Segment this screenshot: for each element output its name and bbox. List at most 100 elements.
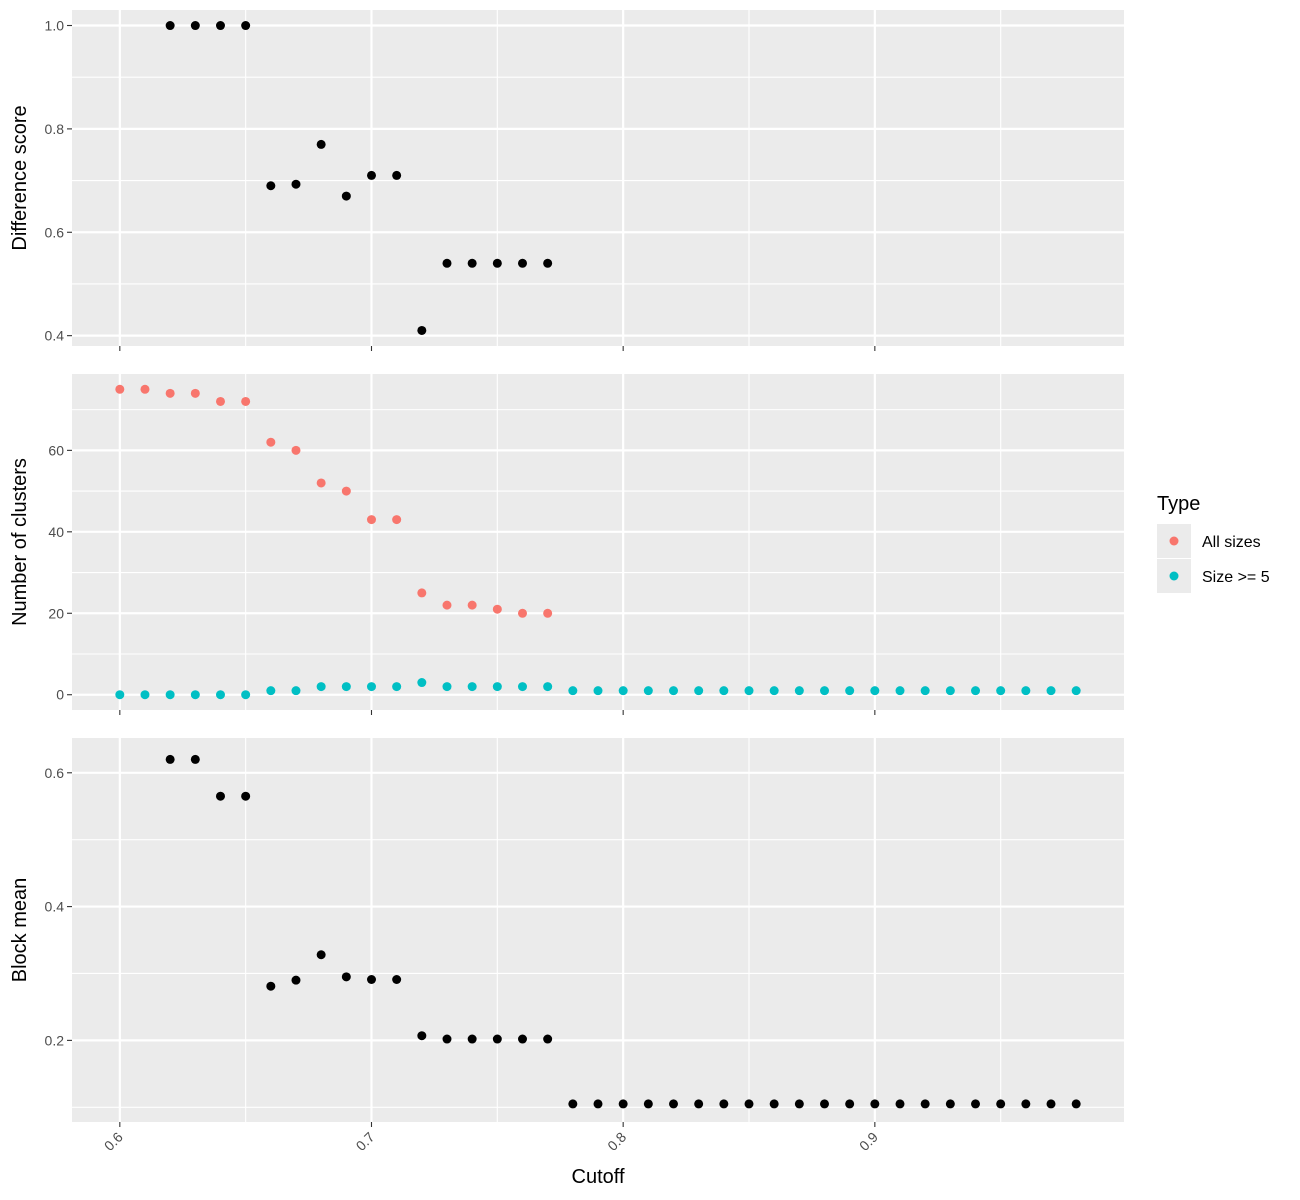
- data-point: [669, 1099, 679, 1109]
- x-tick-label: 0.8: [604, 1129, 629, 1154]
- point-size-ge-5: [744, 686, 754, 696]
- point-size-ge-5: [945, 686, 955, 696]
- data-point: [1046, 1099, 1056, 1109]
- point-size-ge-5: [215, 690, 225, 700]
- point-size-ge-5: [769, 686, 779, 696]
- data-point: [971, 1099, 981, 1109]
- y-tick-label: 0: [56, 687, 64, 703]
- point-size-ge-5: [593, 686, 603, 696]
- data-point: [618, 1099, 628, 1109]
- y-tick-label: 1.0: [45, 18, 65, 34]
- data-point: [215, 791, 225, 801]
- data-point: [996, 1099, 1006, 1109]
- data-point: [291, 179, 301, 189]
- point-all-sizes: [140, 384, 150, 394]
- y-tick-label: 0.6: [45, 765, 65, 781]
- point-size-ge-5: [165, 690, 175, 700]
- point-size-ge-5: [694, 686, 704, 696]
- data-point: [341, 972, 351, 982]
- legend-label-size-ge-5: Size >= 5: [1202, 569, 1270, 586]
- panel-difference-score: 0.4 0.6 0.8 1.0 Difference score: [9, 10, 1124, 351]
- panel-block-mean-background: [72, 738, 1124, 1122]
- point-size-ge-5: [643, 686, 653, 696]
- point-size-ge-5: [492, 682, 502, 692]
- point-size-ge-5: [719, 686, 729, 696]
- point-all-sizes: [266, 437, 276, 447]
- data-point: [568, 1099, 578, 1109]
- panel-difference-score-y-axis-title: Difference score: [9, 105, 31, 250]
- data-point: [417, 325, 427, 335]
- point-size-ge-5: [467, 682, 477, 692]
- data-point: [543, 258, 553, 268]
- data-point: [920, 1099, 930, 1109]
- data-point: [769, 1099, 779, 1109]
- point-size-ge-5: [140, 690, 150, 700]
- y-tick-label: 40: [48, 524, 64, 540]
- data-point: [442, 1034, 452, 1044]
- data-point: [442, 258, 452, 268]
- data-point: [543, 1034, 553, 1044]
- point-all-sizes: [492, 604, 502, 614]
- point-size-ge-5: [291, 686, 301, 696]
- point-size-ge-5: [870, 686, 880, 696]
- legend-label-all-sizes: All sizes: [1202, 534, 1261, 551]
- point-size-ge-5: [115, 690, 125, 700]
- point-size-ge-5: [241, 690, 251, 700]
- data-point: [366, 975, 376, 985]
- point-size-ge-5: [820, 686, 830, 696]
- point-size-ge-5: [1046, 686, 1056, 696]
- legend-key-size-ge-5: [1169, 571, 1179, 581]
- point-size-ge-5: [341, 682, 351, 692]
- point-size-ge-5: [845, 686, 855, 696]
- data-point: [341, 191, 351, 201]
- data-point: [694, 1099, 704, 1109]
- point-all-sizes: [316, 478, 326, 488]
- x-tick-label: 0.9: [856, 1129, 881, 1154]
- data-point: [241, 21, 251, 31]
- y-tick-label: 60: [48, 442, 64, 458]
- data-point: [870, 1099, 880, 1109]
- data-point: [593, 1099, 603, 1109]
- data-point: [895, 1099, 905, 1109]
- x-tick-label: 0.7: [353, 1129, 378, 1154]
- data-point: [517, 1034, 527, 1044]
- data-point: [517, 258, 527, 268]
- y-tick-label: 0.2: [45, 1032, 65, 1048]
- point-all-sizes: [417, 588, 427, 598]
- data-point: [316, 139, 326, 149]
- point-all-sizes: [215, 396, 225, 406]
- y-tick-label: 0.6: [45, 224, 65, 240]
- data-point: [1021, 1099, 1031, 1109]
- point-size-ge-5: [316, 682, 326, 692]
- panel-difference-score-background: [72, 10, 1124, 346]
- point-size-ge-5: [920, 686, 930, 696]
- data-point: [492, 258, 502, 268]
- data-point: [366, 170, 376, 180]
- data-point: [744, 1099, 754, 1109]
- data-point: [165, 754, 175, 764]
- point-size-ge-5: [366, 682, 376, 692]
- chart-panels: 0.4 0.6 0.8 1.0 Difference score 0 20 40 60 Numbe…: [9, 10, 1124, 1154]
- point-size-ge-5: [190, 690, 200, 700]
- point-size-ge-5: [517, 682, 527, 692]
- data-point: [392, 975, 402, 985]
- point-size-ge-5: [1071, 686, 1081, 696]
- point-all-sizes: [165, 388, 175, 398]
- point-size-ge-5: [996, 686, 1006, 696]
- data-point: [316, 950, 326, 960]
- point-all-sizes: [392, 515, 402, 525]
- data-point: [492, 1034, 502, 1044]
- data-point: [467, 1034, 477, 1044]
- point-all-sizes: [341, 486, 351, 496]
- data-point: [719, 1099, 729, 1109]
- panel-block-mean: 0.2 0.4 0.6 Block mean: [9, 738, 1124, 1127]
- data-point: [467, 258, 477, 268]
- point-all-sizes: [442, 600, 452, 610]
- point-size-ge-5: [568, 686, 578, 696]
- point-size-ge-5: [392, 682, 402, 692]
- data-point: [266, 181, 276, 191]
- data-point: [241, 791, 251, 801]
- point-size-ge-5: [971, 686, 981, 696]
- data-point: [945, 1099, 955, 1109]
